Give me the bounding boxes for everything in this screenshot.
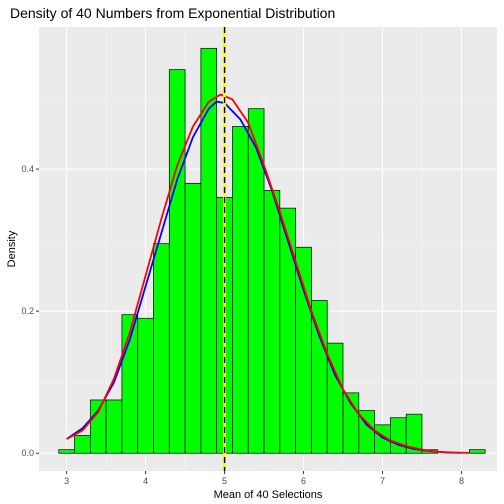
x-tick-label: 5 xyxy=(222,476,227,486)
chart-title: Density of 40 Numbers from Exponential D… xyxy=(10,5,335,21)
x-tick-label: 6 xyxy=(301,476,306,486)
y-axis: 0.0 0.2 0.4 xyxy=(21,164,39,458)
histogram-bar xyxy=(137,317,154,454)
x-tick-label: 3 xyxy=(64,476,69,486)
histogram-bar xyxy=(263,190,281,454)
y-tick-label: 0.0 xyxy=(21,448,34,458)
x-axis: 3 4 5 6 7 8 xyxy=(64,471,464,486)
y-tick-label: 0.4 xyxy=(21,164,34,174)
histogram-bar xyxy=(279,207,296,454)
histogram-bar xyxy=(58,449,75,454)
histogram-bar xyxy=(121,314,139,454)
histogram-bar xyxy=(295,246,312,454)
density-curves xyxy=(66,93,470,454)
x-tick-label: 4 xyxy=(143,476,148,486)
histogram-bar xyxy=(469,449,486,454)
histogram-bar xyxy=(74,435,91,454)
histogram-bar xyxy=(89,399,107,454)
histogram-bar xyxy=(390,417,407,454)
histogram-bar xyxy=(153,243,170,454)
x-axis-label: Mean of 40 Selections xyxy=(214,489,323,501)
histogram-bar xyxy=(105,399,123,454)
y-tick-label: 0.2 xyxy=(21,306,34,316)
histogram-bar xyxy=(311,300,328,454)
histogram-bars xyxy=(58,47,486,454)
histogram-bar xyxy=(232,126,249,454)
x-tick-label: 7 xyxy=(380,476,385,486)
histogram-bar xyxy=(168,69,186,454)
histogram-bar xyxy=(405,413,423,454)
x-tick-label: 8 xyxy=(459,476,464,486)
histogram-bar xyxy=(184,182,202,454)
y-axis-label: Density xyxy=(6,230,18,267)
density-curve xyxy=(66,93,470,454)
